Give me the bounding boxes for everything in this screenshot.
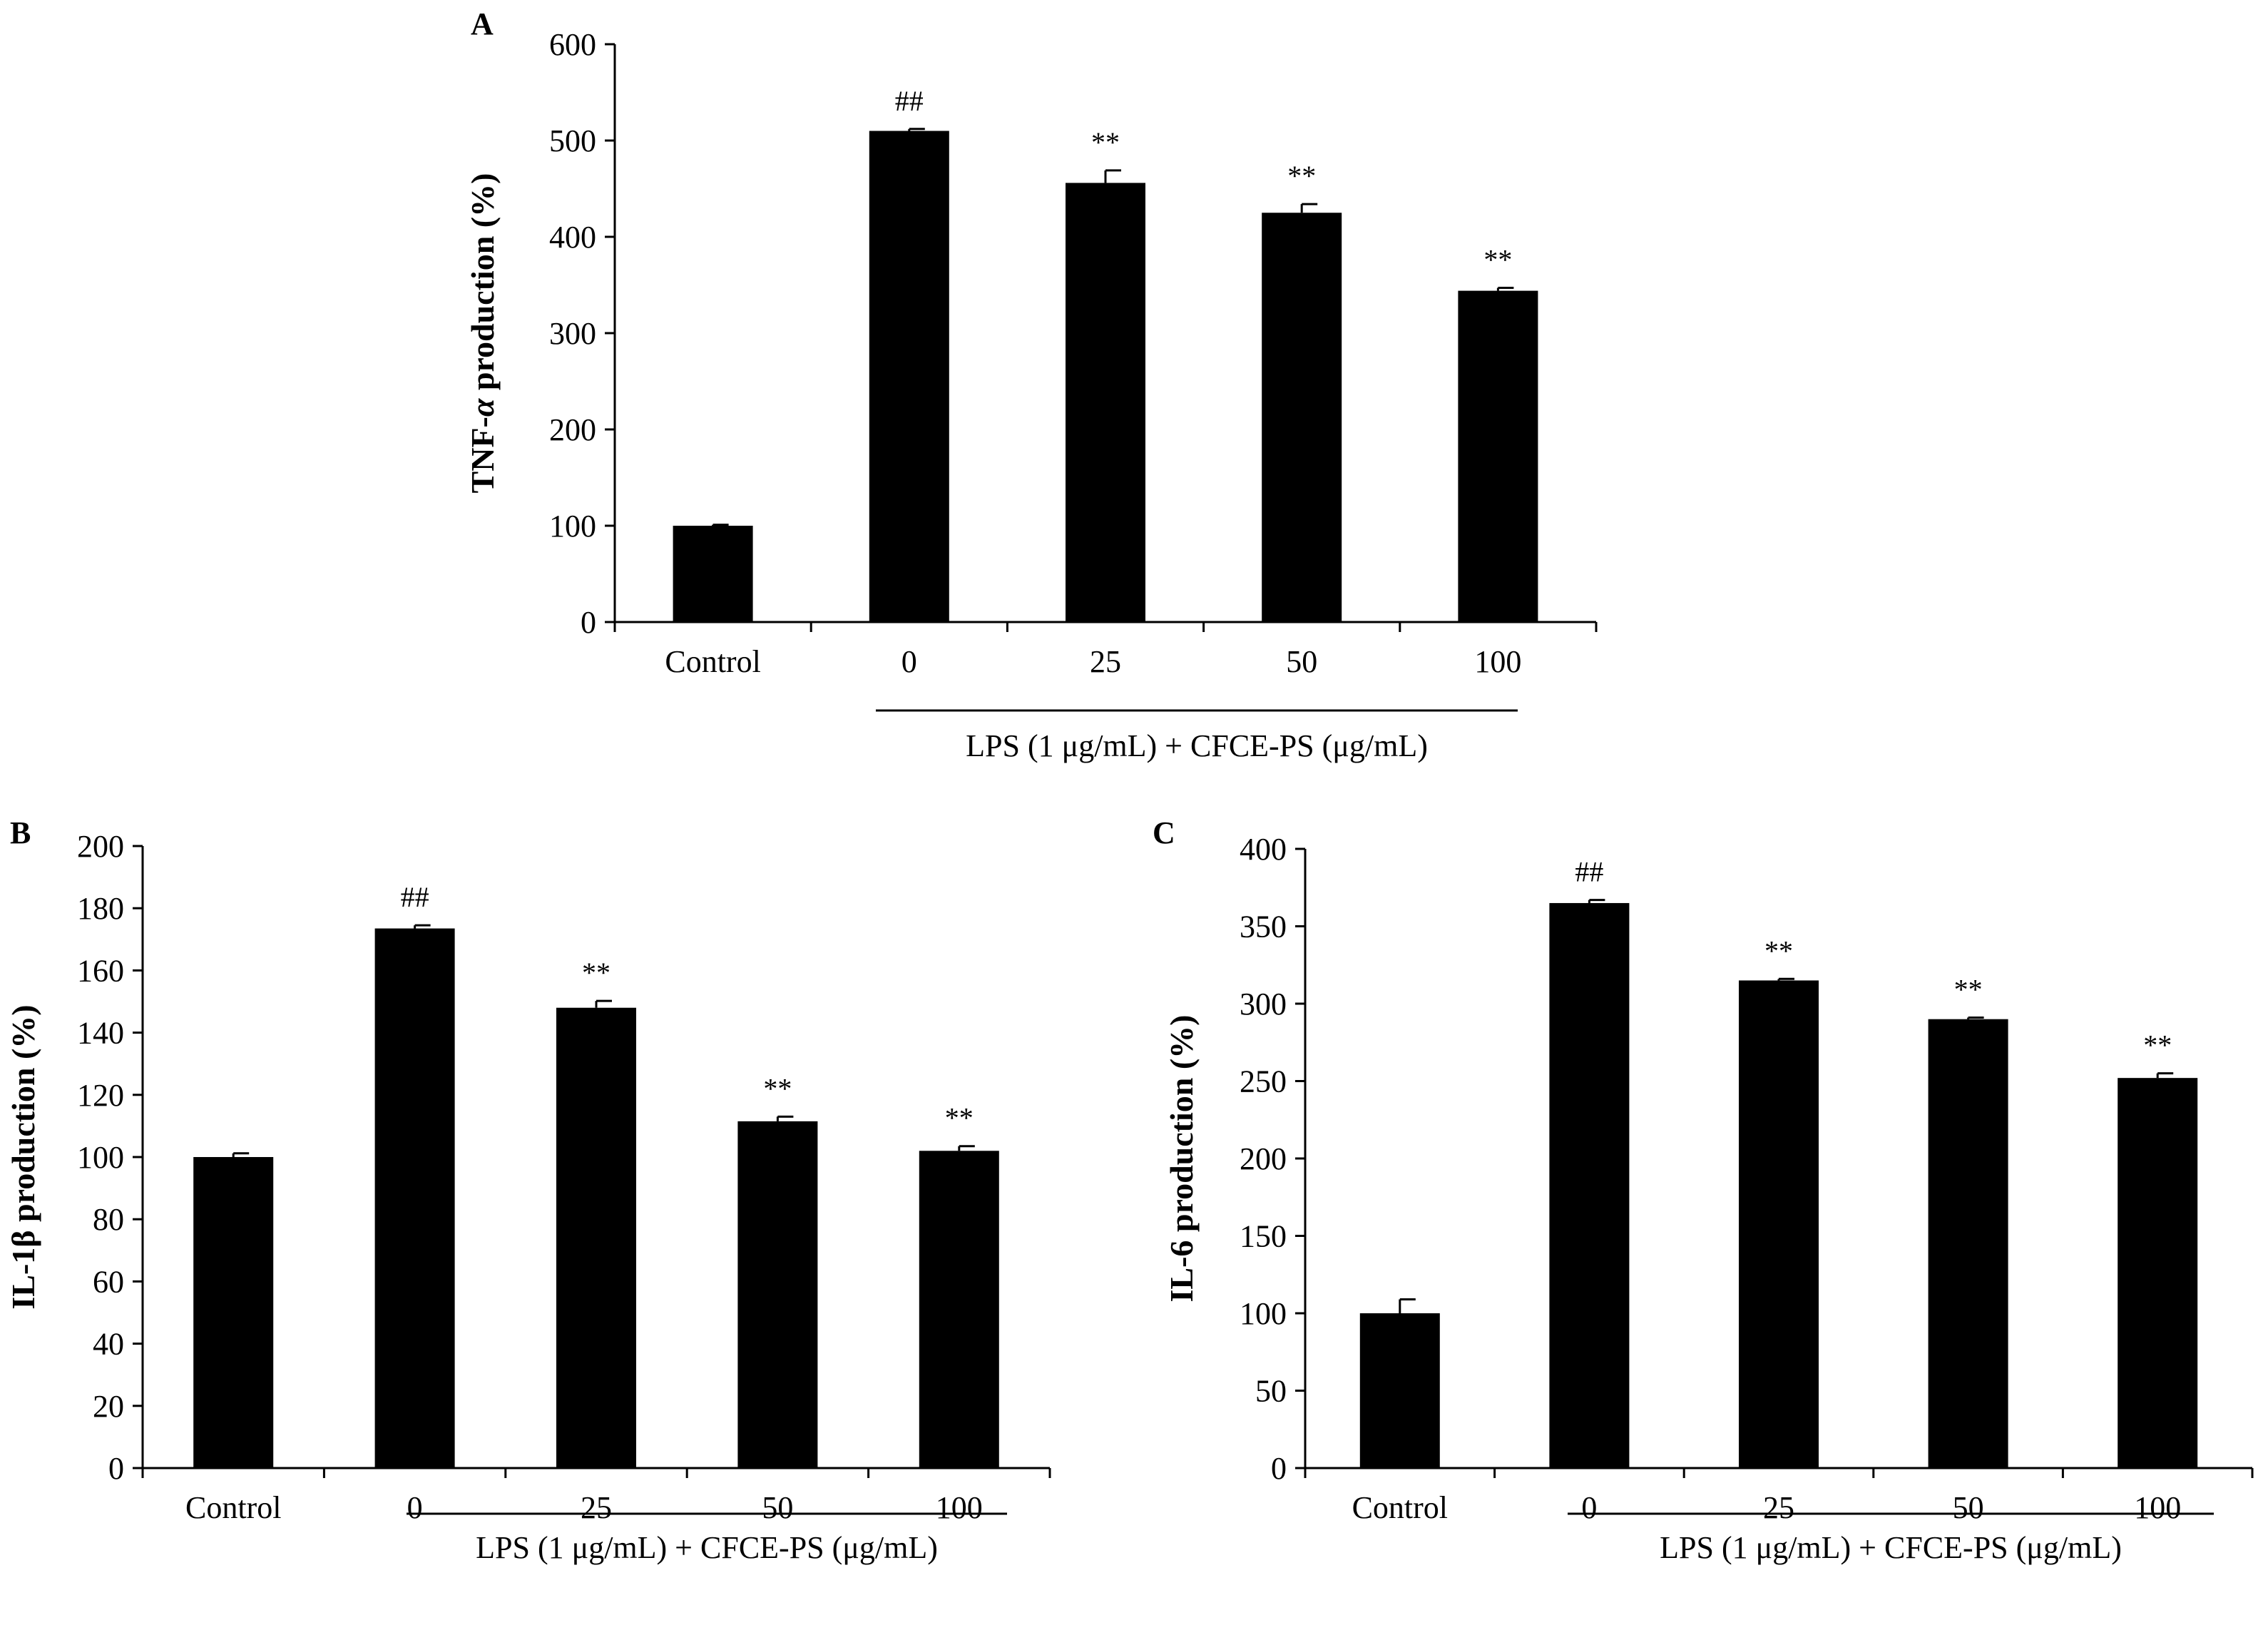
panel-c-bar <box>1359 1313 1440 1468</box>
panel-c-y-tick-label: 0 <box>1271 1451 1287 1486</box>
panel-c-bar <box>1739 980 1819 1468</box>
panel-a-significance-label: ** <box>1091 126 1120 158</box>
panel-b-bar <box>556 1007 636 1468</box>
panel-a-x-tick-label: 100 <box>1474 644 1521 679</box>
panel-a-y-axis-label: TNF-α production (%) <box>464 173 501 494</box>
panel-c-bar <box>1928 1019 2008 1468</box>
panel-b-y-tick-label: 160 <box>77 953 124 988</box>
panel-b-y-tick-label: 0 <box>108 1451 124 1486</box>
panel-a-letter: A <box>471 6 494 41</box>
panel-a-x-tick-label: 25 <box>1090 644 1121 679</box>
panel-a-bar <box>1066 183 1145 622</box>
panel-c-y-tick-label: 350 <box>1240 910 1287 944</box>
panel-c-x-tick-label: Control <box>1352 1490 1448 1525</box>
panel-c-y-tick-label: 50 <box>1255 1374 1287 1409</box>
panel-b-y-tick-label: 60 <box>93 1264 124 1299</box>
panel-c-bar <box>2118 1078 2198 1468</box>
panel-c-significance-label: ** <box>2143 1029 2172 1061</box>
panel-a-y-tick-label: 600 <box>549 27 596 62</box>
panel-c-x-axis-label: LPS (1 μg/mL) + CFCE-PS (μg/mL) <box>1660 1530 2122 1565</box>
panel-b-y-tick-label: 40 <box>93 1327 124 1362</box>
panel-a-significance-label: ## <box>895 85 924 117</box>
panel-c-y-tick-label: 150 <box>1240 1219 1287 1254</box>
panel-b-bar <box>737 1121 818 1468</box>
panel-b-x-tick-label: 100 <box>936 1490 983 1525</box>
panel-a-bar <box>869 131 949 622</box>
panel-a: A 0 100 200 300 400 500 600 Control ## 0 ** 25 ** 50 **… <box>464 6 1598 763</box>
panel-b: B 0 20 40 60 80 100 120 140 160 180 200 Control ## 0 **… <box>5 815 1051 1565</box>
panel-c-x-tick-label: 0 <box>1581 1490 1597 1525</box>
panel-a-x-tick-label: 50 <box>1286 644 1317 679</box>
panel-b-bar <box>193 1157 274 1468</box>
panel-a-x-axis-label: LPS (1 μg/mL) + CFCE-PS (μg/mL) <box>966 728 1428 763</box>
panel-c-letter: C <box>1153 815 1175 850</box>
panel-c-bar <box>1549 902 1630 1468</box>
panel-b-x-tick-label: 50 <box>762 1490 793 1525</box>
panel-b-y-tick-label: 200 <box>77 829 124 864</box>
panel-c-y-tick-label: 400 <box>1240 832 1287 867</box>
panel-a-significance-label: ** <box>1287 160 1316 192</box>
panel-b-y-axis-label: IL-1β production (%) <box>5 1004 41 1309</box>
panel-b-letter: B <box>10 815 31 850</box>
panel-b-y-tick-label: 100 <box>77 1140 124 1175</box>
panel-a-y-tick-label: 200 <box>549 412 596 447</box>
panel-b-x-tick-label: 0 <box>407 1490 423 1525</box>
panel-a-x-tick-label: Control <box>665 644 760 679</box>
panel-a-y-tick-label: 300 <box>549 316 596 351</box>
panel-c-y-tick-label: 200 <box>1240 1141 1287 1176</box>
panel-a-y-tick-label: 400 <box>549 220 596 255</box>
panel-a-bar <box>1262 213 1342 622</box>
panel-b-y-tick-label: 120 <box>77 1078 124 1113</box>
panel-c-significance-label: ** <box>1954 974 1983 1006</box>
panel-b-y-tick-label: 180 <box>77 891 124 926</box>
panel-c-x-tick-label: 25 <box>1763 1490 1794 1525</box>
panel-c-y-tick-label: 250 <box>1240 1064 1287 1099</box>
panel-a-y-tick-label: 0 <box>581 605 596 640</box>
panel-c-y-tick-label: 300 <box>1240 987 1287 1022</box>
panel-b-significance-label: ** <box>763 1072 792 1104</box>
panel-c-x-tick-label: 50 <box>1953 1490 1984 1525</box>
panel-c: C 0 50 100 150 200 250 300 350 400 Control ## 0 ** 25 *… <box>1153 815 2254 1565</box>
panel-b-y-tick-label: 80 <box>93 1202 124 1237</box>
panel-b-x-tick-label: 25 <box>581 1490 612 1525</box>
panel-b-significance-label: ** <box>945 1102 974 1134</box>
panel-b-y-tick-label: 20 <box>93 1389 124 1424</box>
panel-a-y-tick-label: 500 <box>549 123 596 158</box>
panel-c-significance-label: ** <box>1764 934 1793 967</box>
panel-a-y-tick-label: 100 <box>549 509 596 544</box>
panel-b-y-tick-label: 140 <box>77 1016 124 1051</box>
panel-b-significance-label: ** <box>582 957 611 989</box>
panel-b-x-tick-label: Control <box>185 1490 281 1525</box>
panel-a-significance-label: ** <box>1483 244 1512 276</box>
panel-c-significance-label: ## <box>1575 856 1603 888</box>
panel-b-significance-label: ## <box>401 881 429 913</box>
panel-a-bar <box>1458 290 1538 622</box>
panel-b-bar <box>374 928 455 1468</box>
panel-a-x-tick-label: 0 <box>901 644 917 679</box>
panel-b-bar <box>919 1151 999 1468</box>
panel-a-bar <box>673 526 753 622</box>
panel-b-x-axis-label: LPS (1 μg/mL) + CFCE-PS (μg/mL) <box>476 1530 938 1565</box>
panel-c-y-tick-label: 100 <box>1240 1296 1287 1331</box>
panel-c-x-tick-label: 100 <box>2134 1490 2181 1525</box>
panel-c-y-axis-label: IL-6 production (%) <box>1163 1015 1200 1303</box>
